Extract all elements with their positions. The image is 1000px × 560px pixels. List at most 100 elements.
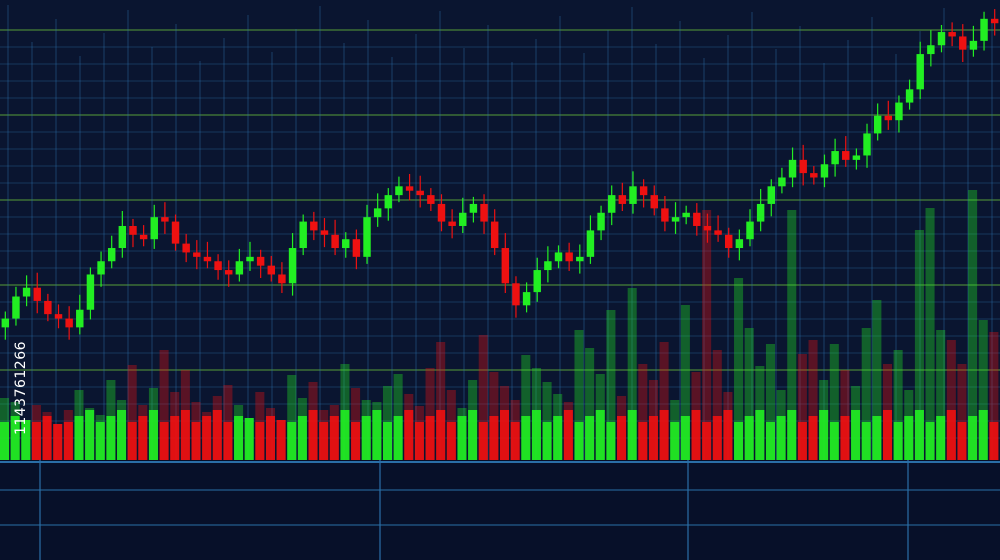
volume-bar-base <box>702 422 712 460</box>
volume-bar <box>872 300 882 460</box>
candle-body <box>990 18 999 24</box>
volume-bar-base <box>393 416 403 460</box>
volume-bar <box>638 364 648 460</box>
volume-bar <box>521 355 531 460</box>
candle-body <box>842 151 850 160</box>
candle-body <box>373 208 382 218</box>
volume-bar-base <box>21 420 31 460</box>
volume-bar-base <box>404 410 414 460</box>
vertical-gridlines <box>7 5 993 460</box>
volume-bar-base <box>670 422 680 460</box>
volume-bar <box>287 375 297 460</box>
volume-bar <box>585 348 595 460</box>
candle-body <box>639 186 648 196</box>
volume-bar <box>680 305 690 460</box>
volume-bar-base <box>191 422 201 460</box>
candle-body <box>980 18 988 41</box>
candle-body <box>735 239 744 249</box>
candle-body <box>671 217 680 222</box>
candle-body <box>629 186 637 204</box>
candle-body <box>863 133 871 156</box>
volume-bar-base <box>617 416 627 460</box>
volume-bar-base <box>85 410 95 460</box>
volume-bar-base <box>340 410 350 460</box>
candle-body <box>778 177 786 187</box>
candle-body <box>161 217 169 222</box>
volume-bars <box>0 190 999 460</box>
volume-bar-base <box>159 422 169 460</box>
volume-bar-base <box>202 416 212 460</box>
volume-bar <box>574 330 584 460</box>
volume-bar-base <box>53 424 63 460</box>
volume-bar-base <box>489 416 499 460</box>
candle-body <box>884 115 893 121</box>
volume-bar-base <box>478 422 488 460</box>
volume-bar-base <box>74 416 84 460</box>
candle-body <box>86 274 95 310</box>
volume-bar-base <box>276 420 286 460</box>
candle-body <box>522 292 531 306</box>
volume-bar-base <box>585 416 595 460</box>
volume-bar <box>627 288 637 460</box>
candle-body <box>703 225 712 231</box>
candle-body <box>746 221 754 240</box>
volume-bar-base <box>63 422 73 460</box>
volume-bar <box>840 370 850 460</box>
volume-bar-base <box>734 422 744 460</box>
volume-bar-base <box>680 416 690 460</box>
volume-bar-base <box>10 416 20 460</box>
volume-bar-base <box>627 410 637 460</box>
volume-bar <box>478 335 488 460</box>
volume-bar <box>734 278 744 460</box>
volume-bar <box>797 354 807 460</box>
volume-bar-base <box>212 410 222 460</box>
volume-bar-base <box>797 422 807 460</box>
volume-bar-base <box>180 410 190 460</box>
volume-bar-base <box>361 416 371 460</box>
volume-bar-base <box>244 418 254 460</box>
volume-bar-base <box>0 422 10 460</box>
volume-bar-base <box>234 416 244 460</box>
candle-body <box>799 159 807 174</box>
candle-body <box>139 234 148 240</box>
volume-bar-base <box>95 422 105 460</box>
volume-bar-base <box>574 422 584 460</box>
volume-bar <box>957 364 967 460</box>
candle-body <box>427 195 435 204</box>
volume-bar <box>946 340 956 460</box>
volume-bar-base <box>138 416 148 460</box>
volume-bar <box>808 340 818 460</box>
candle-body <box>767 186 775 204</box>
candle-body <box>193 252 201 257</box>
candle-body <box>12 296 20 319</box>
candle-body <box>756 203 765 222</box>
candle-body <box>22 287 31 297</box>
volume-bar <box>542 382 552 460</box>
volume-bar <box>829 344 839 460</box>
volume-bar <box>159 350 169 460</box>
candle-body <box>384 195 393 209</box>
volume-bar-base <box>723 410 733 460</box>
candle-body <box>246 256 254 262</box>
volume-bar-base <box>861 422 871 460</box>
candle-body <box>342 239 350 249</box>
candle-body <box>586 230 595 257</box>
volume-bar-base <box>425 416 435 460</box>
candle-body <box>437 203 446 222</box>
volume-bar-base <box>691 410 701 460</box>
volume-bar-base <box>638 422 648 460</box>
candle-body <box>310 221 318 231</box>
candle-body <box>331 234 339 249</box>
volume-bar-base <box>510 422 520 460</box>
volume-bar-base <box>287 422 297 460</box>
candle-body <box>299 221 307 249</box>
volume-bar-base <box>595 410 605 460</box>
volume-bar <box>659 342 669 460</box>
candle-body <box>320 230 329 235</box>
volume-bar <box>978 320 988 460</box>
candle-body <box>682 212 690 218</box>
volume-bar-base <box>893 422 903 460</box>
candle-body <box>618 195 627 204</box>
candle-body <box>873 115 882 134</box>
